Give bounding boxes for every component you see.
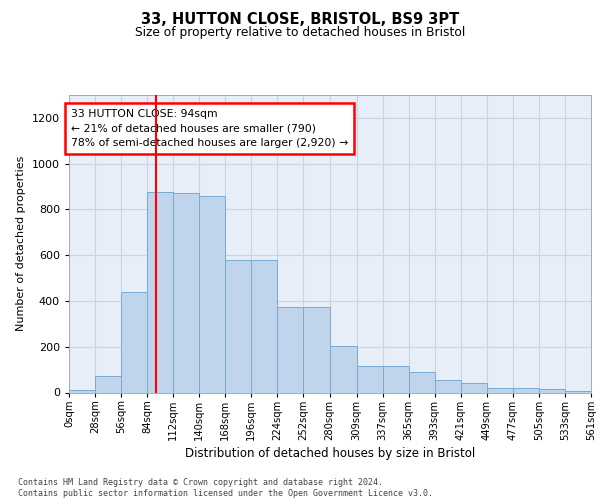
Bar [434, 380, 461, 392]
Bar [383, 366, 409, 392]
Bar [539, 389, 565, 392]
X-axis label: Distribution of detached houses by size in Bristol: Distribution of detached houses by size … [185, 447, 475, 460]
Bar [199, 196, 226, 392]
Text: Contains HM Land Registry data © Crown copyright and database right 2024.
Contai: Contains HM Land Registry data © Crown c… [18, 478, 433, 498]
Bar [461, 384, 487, 392]
Bar [487, 388, 513, 392]
Bar [277, 306, 304, 392]
Text: 33, HUTTON CLOSE, BRISTOL, BS9 3PT: 33, HUTTON CLOSE, BRISTOL, BS9 3PT [141, 12, 459, 28]
Y-axis label: Number of detached properties: Number of detached properties [16, 156, 26, 332]
Bar [121, 292, 147, 392]
Bar [147, 192, 173, 392]
Text: Size of property relative to detached houses in Bristol: Size of property relative to detached ho… [135, 26, 465, 39]
Bar [69, 390, 95, 392]
Bar [356, 366, 383, 392]
Bar [329, 346, 356, 393]
Bar [173, 194, 199, 392]
Bar [304, 306, 329, 392]
Bar [409, 372, 434, 392]
Bar [226, 260, 251, 392]
Bar [251, 260, 277, 392]
Bar [95, 376, 121, 392]
Text: 33 HUTTON CLOSE: 94sqm
← 21% of detached houses are smaller (790)
78% of semi-de: 33 HUTTON CLOSE: 94sqm ← 21% of detached… [71, 108, 348, 148]
Bar [513, 388, 539, 392]
